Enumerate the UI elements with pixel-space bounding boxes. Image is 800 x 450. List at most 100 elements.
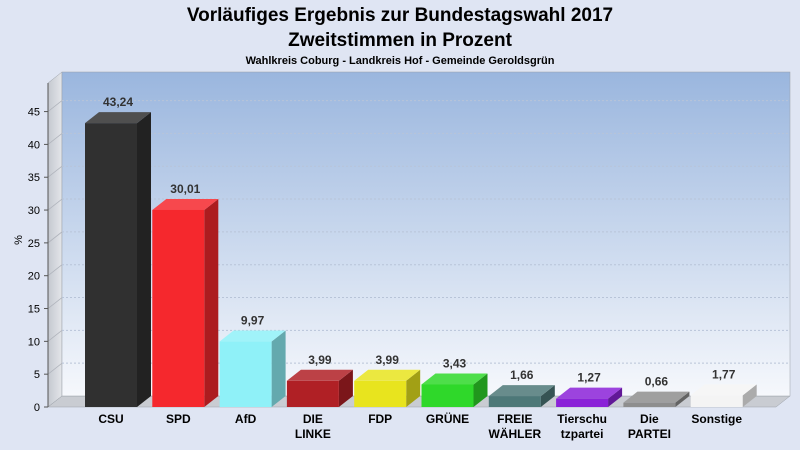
- x-tick-label: FREIE WÄHLER: [488, 412, 541, 441]
- data-label: 0,66: [645, 375, 669, 389]
- bar-top: [85, 112, 151, 124]
- x-tick-label-line: Die: [640, 412, 659, 426]
- gridline-wall: [47, 165, 63, 178]
- data-label: 3,99: [376, 353, 400, 367]
- bar-top: [421, 373, 488, 385]
- y-tick-label: 25: [28, 238, 40, 250]
- bar-front: [354, 380, 407, 407]
- bar-side: [406, 369, 421, 407]
- value-labels: 43,24 30,01 9,97 3,99 3,99 3,43 1,66 1,27 0,66 1,…: [103, 95, 736, 389]
- data-label: 3,99: [308, 353, 332, 367]
- gridline-wall: [47, 330, 63, 342]
- bar-side: [271, 330, 286, 407]
- gridline-wall: [47, 362, 63, 375]
- x-tick-label: Tierschu tzpartei: [557, 412, 607, 441]
- y-axis: 0 5 10 15 20 25 30 35 40 45: [28, 83, 49, 414]
- bar-top: [354, 369, 421, 381]
- bar: [421, 373, 488, 407]
- bar-front: [488, 396, 541, 407]
- bar: [690, 384, 757, 407]
- y-tick-label: 10: [28, 336, 40, 348]
- bar-front: [286, 380, 339, 407]
- x-tick-label-line: Sonstige: [691, 412, 742, 426]
- bar-side: [338, 369, 353, 407]
- bar-top: [152, 198, 219, 210]
- chart-subtitle: Zweitstimmen in Prozent: [288, 30, 512, 51]
- bar-top: [286, 369, 353, 381]
- bar-front: [219, 341, 272, 407]
- x-tick-label: FDP: [368, 412, 392, 426]
- bar: [152, 198, 219, 407]
- x-tick-label-line: FDP: [368, 412, 392, 426]
- x-tick-label-line: Tierschu: [557, 412, 607, 426]
- bar-side: [473, 373, 488, 407]
- bars: [85, 112, 757, 408]
- bar-front: [623, 402, 676, 407]
- x-tick-label-line: GRÜNE: [426, 411, 469, 426]
- bar: [354, 369, 421, 407]
- y-tick-label: 30: [28, 205, 40, 217]
- bar-front: [556, 398, 609, 407]
- bar-side: [137, 112, 151, 408]
- bar-front: [85, 123, 137, 408]
- x-tick-label-line: DIE: [303, 412, 323, 426]
- gridline-wall: [47, 198, 63, 211]
- x-axis-labels: CSU SPD AfD DIE LINKE FDP GRÜNE FREIE WÄHLER Tier…: [98, 411, 742, 441]
- x-tick-label: SPD: [166, 412, 191, 426]
- data-label: 9,97: [241, 314, 265, 328]
- bar-front: [690, 395, 743, 407]
- x-tick-label: DIE LINKE: [295, 412, 331, 441]
- y-tick-label: 15: [28, 304, 40, 316]
- x-tick-label: Die PARTEI: [628, 412, 671, 441]
- chart-region-label: Wahlkreis Coburg - Landkreis Hof - Gemei…: [246, 55, 555, 67]
- x-tick-label-line: AfD: [235, 412, 257, 426]
- bar: [85, 112, 151, 408]
- data-label: 1,27: [577, 371, 601, 385]
- bar: [219, 330, 286, 407]
- bar: [488, 385, 555, 407]
- y-tick-label: 0: [34, 402, 40, 414]
- gridline-wall: [47, 297, 63, 309]
- y-axis-label: %: [13, 235, 25, 245]
- x-tick-label-line: PARTEI: [628, 427, 671, 441]
- y-tick-label: 5: [34, 369, 40, 381]
- bar-front: [152, 209, 205, 407]
- x-tick-label-line: FREIE: [497, 412, 532, 426]
- bar-top: [690, 384, 757, 396]
- gridline-wall: [47, 231, 63, 244]
- data-label: 30,01: [170, 182, 200, 196]
- data-label: 1,66: [510, 368, 534, 382]
- data-label: 43,24: [103, 95, 133, 109]
- bar: [556, 387, 623, 407]
- x-tick-label-line: CSU: [98, 412, 123, 426]
- y-tick-label: 35: [28, 172, 40, 184]
- bar-top: [556, 387, 623, 399]
- x-tick-label: CSU: [98, 412, 123, 426]
- gridline-wall: [47, 264, 63, 277]
- data-label: 3,43: [443, 356, 467, 370]
- x-tick-label: Sonstige: [691, 412, 742, 426]
- chart-title: Vorläufiges Ergebnis zur Bundestagswahl …: [187, 5, 613, 26]
- y-tick-label: 40: [28, 139, 40, 151]
- bar: [623, 391, 690, 407]
- bar-top: [219, 330, 286, 342]
- x-tick-label-line: SPD: [166, 412, 191, 426]
- x-tick-label: AfD: [235, 412, 257, 426]
- bar-side: [675, 391, 690, 407]
- y-tick-label: 45: [28, 107, 40, 119]
- plot-left-wall: [47, 71, 63, 408]
- x-tick-label: GRÜNE: [426, 411, 469, 426]
- gridline-wall: [47, 133, 63, 145]
- y-tick-label: 20: [28, 271, 40, 283]
- bar-side: [540, 385, 555, 407]
- gridline-wall: [47, 100, 63, 112]
- bar-side: [608, 387, 623, 407]
- x-tick-label-line: LINKE: [295, 427, 331, 441]
- data-label: 1,77: [712, 367, 736, 381]
- bar-side: [204, 198, 219, 407]
- x-tick-label-line: tzpartei: [561, 427, 604, 441]
- bar-top: [623, 391, 690, 403]
- x-tick-label-line: WÄHLER: [488, 426, 541, 441]
- bar-top: [488, 385, 555, 397]
